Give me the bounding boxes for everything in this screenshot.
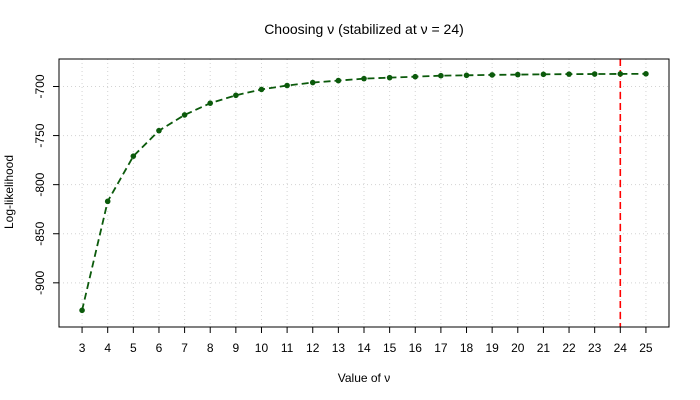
- grid-layer: [59, 59, 669, 327]
- data-point: [207, 100, 214, 106]
- data-point: [309, 79, 316, 86]
- data-point: [233, 92, 239, 99]
- data-point: [540, 71, 547, 78]
- x-tick-label: 24: [614, 341, 628, 355]
- data-point: [386, 74, 393, 81]
- data-point: [514, 71, 521, 78]
- y-tick-label: -700: [33, 74, 47, 98]
- series-layer: [79, 71, 649, 314]
- data-point: [104, 198, 111, 205]
- data-point: [412, 73, 419, 80]
- y-tick-label: -750: [33, 123, 47, 147]
- x-tick-label: 10: [255, 341, 269, 355]
- chart-title: Choosing ν (stabilized at ν = 24): [264, 21, 464, 37]
- x-tick-label: 20: [511, 341, 525, 355]
- x-tick-label: 15: [383, 341, 397, 355]
- x-tick-label: 3: [79, 341, 86, 355]
- x-tick-label: 7: [181, 341, 188, 355]
- data-point: [361, 75, 367, 82]
- x-tick-label: 9: [233, 341, 240, 355]
- data-point: [463, 72, 470, 79]
- x-axis-label: Value of ν: [338, 371, 390, 385]
- x-tick-label: 16: [409, 341, 423, 355]
- x-tick-label: 11: [281, 341, 294, 355]
- y-axis-label: Log-likelihood: [2, 155, 16, 229]
- data-point: [130, 153, 137, 159]
- y-tick-label: -850: [33, 221, 47, 245]
- x-tick-label: 14: [357, 341, 371, 355]
- x-tick-label: 4: [104, 341, 111, 355]
- x-tick-label: 23: [588, 341, 602, 355]
- x-tick-label: 12: [306, 341, 320, 355]
- series-line: [81, 72, 646, 311]
- data-point: [335, 77, 342, 84]
- data-point: [284, 82, 290, 89]
- data-point: [591, 71, 598, 77]
- x-tick-label: 6: [156, 341, 163, 355]
- data-point: [438, 72, 444, 79]
- x-tick-label: 18: [460, 341, 474, 355]
- data-point: [489, 72, 495, 78]
- axis-layer: 3 4 5 6 7 8 9 10 11 12 13 14 15 16 17 18 19 20 21 22 23 24 25 -…: [33, 74, 653, 355]
- x-tick-label: 17: [434, 341, 448, 355]
- x-tick-label: 13: [332, 341, 346, 355]
- x-tick-label: 5: [130, 341, 137, 355]
- data-point: [617, 71, 624, 77]
- y-tick-label: -900: [33, 270, 47, 294]
- plot-frame: [58, 58, 670, 328]
- x-tick-label: 19: [485, 341, 499, 355]
- x-tick-label: 21: [537, 341, 551, 355]
- data-point: [258, 86, 265, 93]
- data-point: [181, 112, 188, 118]
- x-tick-label: 8: [207, 341, 214, 355]
- y-tick-label: -800: [33, 172, 47, 196]
- data-point: [156, 127, 162, 134]
- data-point: [79, 307, 85, 314]
- x-tick-label: 22: [562, 341, 576, 355]
- x-tick-label: 25: [639, 341, 653, 355]
- data-point: [643, 71, 649, 77]
- data-point: [566, 71, 572, 77]
